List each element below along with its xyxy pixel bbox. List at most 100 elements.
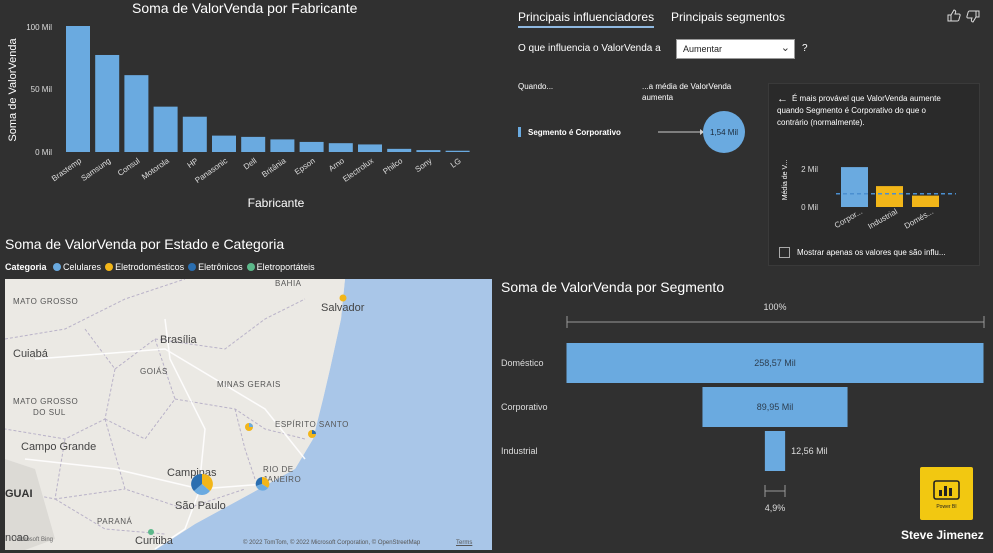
legend-dot-icon (188, 263, 197, 271)
funnel-bottom-bracket (764, 485, 786, 497)
label-cuiaba: Cuiabá (13, 348, 48, 360)
detail-bar-1[interactable] (876, 186, 903, 207)
detail-bar-0[interactable] (841, 167, 868, 207)
legend-label: Eletroportáteis (256, 262, 315, 272)
power-bi-icon (933, 480, 960, 500)
legend-item-3[interactable]: Eletroportáteis (246, 262, 315, 272)
label-minas-gerais: MINAS GERAIS (217, 380, 281, 389)
thumbs-down-icon[interactable] (966, 10, 980, 26)
x-tick-sony: Sony (413, 156, 433, 174)
influencer-factor[interactable]: Segmento é Corporativo (528, 128, 621, 137)
label-mato-grosso-do-sul-1: MATO GROSSO (13, 397, 79, 406)
brazil-map[interactable]: MATO GROSSO BAHIA Salvador Brasília Cuia… (5, 279, 492, 550)
map-terms[interactable]: Terms (456, 540, 473, 546)
bar-dell[interactable] (241, 136, 266, 152)
pie-minas-gerais[interactable] (245, 423, 253, 431)
bar-philco[interactable] (387, 148, 412, 152)
funnel-top-bracket (566, 316, 985, 328)
tab-principais-influenciadores[interactable]: Principais influenciadores (518, 10, 655, 28)
thumbs-up-icon[interactable] (947, 9, 961, 25)
x-tick-dell: Dell (242, 156, 259, 171)
bar-electrolux[interactable] (358, 144, 382, 152)
influencer-arrow (658, 129, 704, 135)
detail-x-tick-1: Industrial (866, 207, 899, 231)
factor-marker (518, 127, 521, 137)
detail-line-3: contrário (normalmente). (777, 118, 865, 127)
bar-arno[interactable] (328, 143, 353, 152)
label-espirito-santo: ESPÍRITO SANTO (275, 420, 349, 429)
pie-bahia[interactable] (339, 294, 347, 302)
bar-sony[interactable] (416, 150, 441, 152)
legend-dot-icon (105, 263, 114, 271)
bar-lg[interactable] (445, 150, 470, 152)
label-rio-2: JANEIRO (263, 475, 302, 484)
funnel-bar-doméstico[interactable] (566, 343, 984, 383)
x-tick-lg: LG (449, 156, 463, 169)
tab-principais-segmentos[interactable]: Principais segmentos (671, 10, 786, 24)
label-sao-paulo: São Paulo (175, 500, 226, 512)
detail-tick-0: 0 Mil (801, 203, 818, 212)
pie-parana[interactable] (148, 529, 154, 535)
bar-panasonic[interactable] (212, 135, 236, 152)
y-tick-100: 100 Mil (26, 23, 52, 32)
detail-y-label: Média de V... (782, 160, 789, 201)
fabricante-bar-chart: Soma de ValorVenda 100 Mil 50 Mil 0 Mil … (7, 23, 470, 210)
legend-item-2[interactable]: Eletrônicos (188, 262, 243, 272)
help-icon[interactable]: ? (802, 43, 808, 54)
legend-dot-icon (246, 263, 255, 271)
legend-title: Categoria (5, 262, 47, 272)
funnel-category-1: Corporativo (501, 402, 548, 412)
bar-hp[interactable] (182, 116, 207, 152)
detail-bar-2[interactable] (912, 195, 939, 207)
detail-line-2: quando Segmento é Corporativo do que o (777, 106, 926, 115)
direction-dropdown[interactable]: Aumentar ⌄ (676, 39, 795, 59)
funnel-bar-industrial[interactable] (764, 431, 786, 471)
bar-consul[interactable] (124, 75, 149, 152)
x-tick-epson: Epson (293, 156, 317, 176)
map-copyright: © 2022 TomTom, © 2022 Microsoft Corporat… (243, 540, 421, 546)
label-salvador: Salvador (321, 302, 365, 314)
when-label: Quando... (518, 82, 554, 91)
y-tick-50: 50 Mil (31, 85, 53, 94)
x-tick-electrolux: Electrolux (341, 156, 375, 184)
bar-samsung[interactable] (95, 54, 120, 153)
funnel-title: Soma de ValorVenda por Segmento (501, 279, 725, 295)
bar-epson[interactable] (299, 141, 324, 152)
funnel-bottom-label: 4,9% (765, 503, 786, 513)
bing-logo: Microsoft Bing (15, 537, 54, 543)
funnel-bar-corporativo[interactable] (702, 387, 848, 427)
map-title: Soma de ValorVenda por Estado e Categori… (5, 236, 285, 252)
label-goias: GOIÁS (140, 367, 168, 376)
influencer-value-bubble[interactable] (703, 111, 745, 153)
pie-rio-de-janeiro[interactable] (255, 476, 270, 491)
bar-brastemp[interactable] (66, 26, 90, 152)
influencer-detail-panel (768, 83, 980, 266)
power-bi-logo-text: Power BI (936, 504, 957, 510)
x-tick-britânia: Britânia (260, 156, 288, 179)
label-curitiba: Curitiba (135, 535, 173, 547)
funnel-category-2: Industrial (501, 446, 538, 456)
detail-x-tick-0: Corpor... (833, 207, 864, 230)
show-influencers-checkbox[interactable] (779, 247, 790, 258)
label-guai: GUAI (5, 488, 33, 500)
legend-label: Eletrodomésticos (115, 262, 185, 272)
label-ncao: ncao (5, 532, 29, 544)
avg-label-line2: aumenta (642, 93, 674, 102)
y-axis-label: Soma de ValorVenda (7, 38, 19, 142)
avg-label-line1: ...a média de ValorVenda (642, 82, 732, 91)
power-bi-logo: Power BI (920, 467, 973, 520)
funnel-category-0: Doméstico (501, 358, 544, 368)
influence-question: O que influencia o ValorVenda a (518, 43, 661, 54)
funnel-value-1: 89,95 Mil (757, 402, 794, 412)
legend-item-0[interactable]: Celulares (53, 262, 101, 272)
back-arrow-icon[interactable]: ← (777, 93, 788, 105)
bar-chart-title: Soma de ValorVenda por Fabricante (132, 0, 358, 16)
pie-espirito-santo[interactable] (308, 430, 316, 438)
bar-motorola[interactable] (153, 106, 178, 152)
bar-britânia[interactable] (270, 139, 295, 152)
label-mato-grosso-do-sul-2: DO SUL (33, 408, 66, 417)
label-rio-1: RIO DE (263, 465, 294, 474)
legend-item-1[interactable]: Eletrodomésticos (105, 262, 184, 272)
x-tick-arno: Arno (327, 156, 346, 173)
pie-sao-paulo[interactable] (191, 473, 213, 495)
